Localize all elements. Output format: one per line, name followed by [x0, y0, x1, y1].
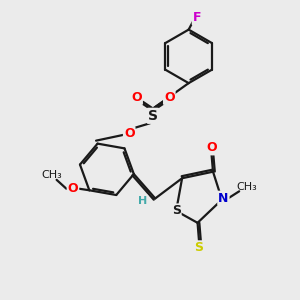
Text: S: S — [172, 204, 181, 218]
Text: CH₃: CH₃ — [236, 182, 257, 192]
Text: O: O — [164, 91, 175, 104]
Text: CH₃: CH₃ — [42, 170, 62, 180]
Text: F: F — [193, 11, 201, 24]
Text: O: O — [68, 182, 78, 195]
Text: N: N — [218, 192, 229, 205]
Text: O: O — [131, 91, 142, 104]
Text: S: S — [194, 241, 203, 254]
Text: H: H — [138, 196, 147, 206]
Text: O: O — [124, 127, 134, 140]
Text: O: O — [206, 141, 217, 154]
Text: S: S — [148, 109, 158, 123]
